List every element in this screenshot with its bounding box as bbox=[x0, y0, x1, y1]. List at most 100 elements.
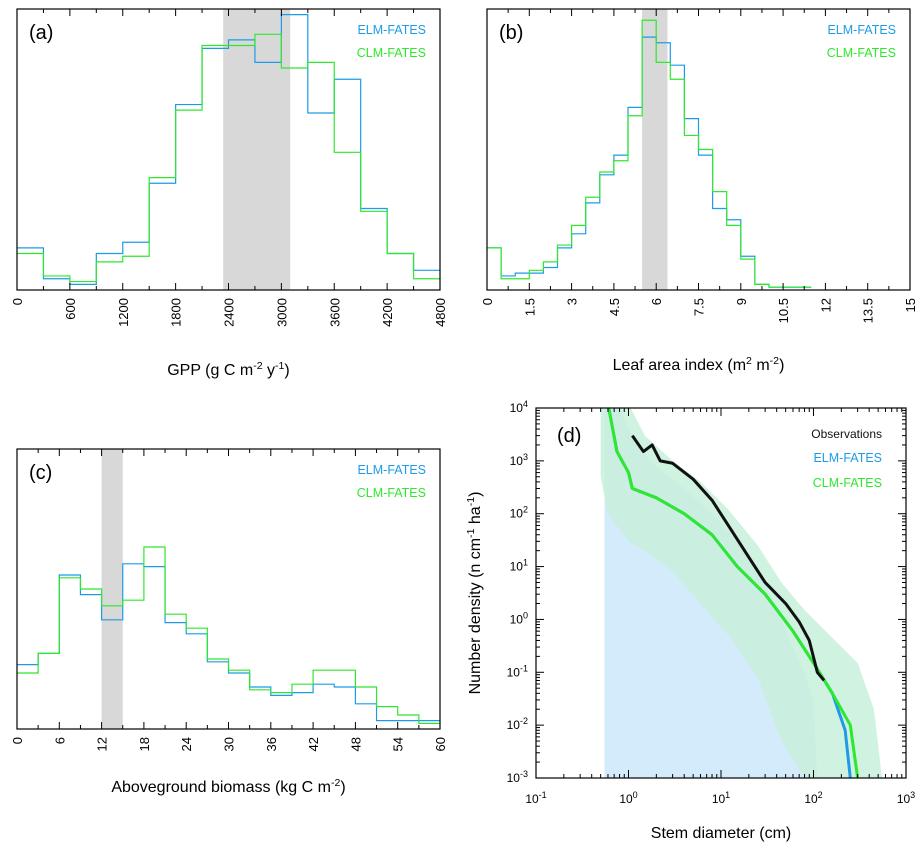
histogram-bin bbox=[123, 256, 149, 290]
histogram-bin bbox=[586, 197, 600, 290]
histogram-bin bbox=[207, 659, 228, 729]
x-tick-label: 3 bbox=[565, 298, 580, 305]
histogram-bin bbox=[487, 248, 501, 290]
panel-label: (b) bbox=[499, 22, 523, 44]
legend-elm-fates: ELM-FATES bbox=[813, 451, 882, 465]
x-tick-label: 1200 bbox=[116, 298, 131, 327]
panel-label: (c) bbox=[29, 462, 52, 484]
y-tick-label: 102 bbox=[510, 505, 528, 521]
histogram-bin bbox=[17, 665, 38, 729]
series-line-clm-fates bbox=[607, 408, 860, 778]
x-tick-label: 6 bbox=[649, 298, 664, 305]
histogram-bin bbox=[176, 110, 202, 290]
histogram-bin bbox=[419, 723, 440, 729]
histogram-bin bbox=[43, 279, 69, 290]
legend-observations: Observations bbox=[811, 427, 882, 441]
x-tick-label: 600 bbox=[63, 298, 78, 320]
histogram-bin bbox=[207, 662, 228, 729]
reference-range-shading bbox=[642, 9, 668, 290]
histogram-bin bbox=[144, 547, 165, 729]
panel-label: (d) bbox=[557, 425, 581, 447]
histogram-bin bbox=[123, 564, 144, 729]
histogram-bin bbox=[684, 119, 698, 290]
histogram-bin bbox=[543, 262, 557, 290]
histogram-bin bbox=[308, 62, 334, 290]
histogram-bin bbox=[670, 79, 684, 290]
x-tick-label: 102 bbox=[804, 790, 822, 806]
histogram-bin bbox=[229, 673, 250, 729]
x-tick-label: 60 bbox=[433, 737, 448, 751]
reference-range-shading bbox=[101, 449, 123, 729]
histogram-bin bbox=[713, 209, 727, 290]
histogram-step-elm-fates bbox=[17, 563, 440, 722]
y-tick-label: 103 bbox=[510, 452, 528, 468]
x-tick-label: 13.5 bbox=[861, 298, 876, 323]
x-tick-label: 1.5 bbox=[522, 298, 537, 316]
histogram-bin bbox=[355, 704, 376, 729]
x-tick-label: 4200 bbox=[380, 298, 395, 327]
x-axis-label: GPP (g C m-2 y-1) bbox=[167, 360, 290, 379]
x-tick-label: 4800 bbox=[433, 298, 448, 327]
histogram-bin bbox=[741, 259, 755, 290]
histogram-bin bbox=[670, 65, 684, 290]
histogram-bin bbox=[334, 687, 355, 729]
x-axis-label: Stem diameter (cm) bbox=[651, 825, 791, 842]
histogram-bin bbox=[149, 178, 175, 290]
uncertainty-band-clm-fates bbox=[600, 408, 882, 778]
histogram-bin bbox=[558, 245, 572, 290]
x-tick-label: 12 bbox=[95, 737, 110, 751]
histogram-bin bbox=[80, 595, 101, 729]
x-tick-label: 10-1 bbox=[525, 790, 546, 806]
histogram-bin bbox=[628, 107, 642, 290]
series-line-observations bbox=[631, 434, 826, 682]
histogram-bin bbox=[361, 211, 387, 290]
panel-c-biomass-histogram: 0 6 12 18 24 30 36 42 48 54 60 (c) ELM-FATES CLM-FATE… bbox=[10, 448, 448, 796]
histogram-bin bbox=[123, 242, 149, 290]
panel-b-lai-histogram: 0 1.5 3 4.5 6 7.5 9 10.5 12 13.5 15 (b) ELM-FATES CLM… bbox=[480, 8, 918, 374]
histogram-bin bbox=[398, 721, 419, 729]
histogram-bin bbox=[699, 155, 713, 290]
legend-clm-fates: CLM-FATES bbox=[357, 486, 426, 500]
histogram-bin bbox=[419, 721, 440, 729]
histogram-bin bbox=[572, 234, 586, 290]
legend-clm-fates: CLM-FATES bbox=[827, 46, 896, 60]
histogram-bin bbox=[43, 276, 69, 290]
y-tick-label: 104 bbox=[510, 399, 528, 415]
y-tick-label: 10-3 bbox=[507, 769, 528, 785]
x-tick-label: 2400 bbox=[222, 298, 237, 327]
series-clm-fates bbox=[487, 19, 812, 290]
series-clm-fates bbox=[17, 33, 440, 290]
histogram-bin bbox=[292, 684, 313, 729]
x-tick-label: 10.5 bbox=[776, 298, 791, 323]
x-tick-label: 48 bbox=[348, 737, 363, 751]
histogram-bin bbox=[313, 684, 334, 729]
x-tick-label: 0 bbox=[480, 298, 495, 305]
x-axis-label: Leaf area index (m2 m-2) bbox=[613, 355, 785, 374]
x-tick-label: 0 bbox=[10, 737, 25, 744]
histogram-bin bbox=[377, 721, 398, 729]
histogram-bin bbox=[334, 670, 355, 729]
histogram-bin bbox=[271, 695, 292, 729]
histogram-bin bbox=[572, 225, 586, 290]
histogram-bin bbox=[377, 707, 398, 729]
histogram-bin bbox=[38, 653, 59, 729]
y-tick-label: 10-1 bbox=[507, 663, 528, 679]
histogram-bin bbox=[38, 653, 59, 729]
y-axis-label: Number density (n cm-1 ha-1) bbox=[465, 492, 484, 695]
x-tick-label: 6 bbox=[52, 737, 67, 744]
histogram-bin bbox=[308, 113, 334, 290]
histogram-bin bbox=[186, 634, 207, 729]
histogram-bin bbox=[96, 253, 122, 290]
x-axis-label: Aboveground biomass (kg C m-2) bbox=[111, 777, 345, 796]
histogram-bin bbox=[355, 687, 376, 729]
histogram-bin bbox=[727, 220, 741, 290]
histogram-bin bbox=[727, 225, 741, 290]
histogram-bin bbox=[334, 152, 360, 290]
histogram-bin bbox=[558, 248, 572, 290]
histogram-step-clm-fates bbox=[487, 19, 812, 288]
histogram-bin bbox=[59, 578, 80, 729]
series-elm-fates bbox=[17, 563, 440, 729]
reference-range-shading bbox=[223, 9, 291, 290]
histogram-bin bbox=[59, 575, 80, 729]
